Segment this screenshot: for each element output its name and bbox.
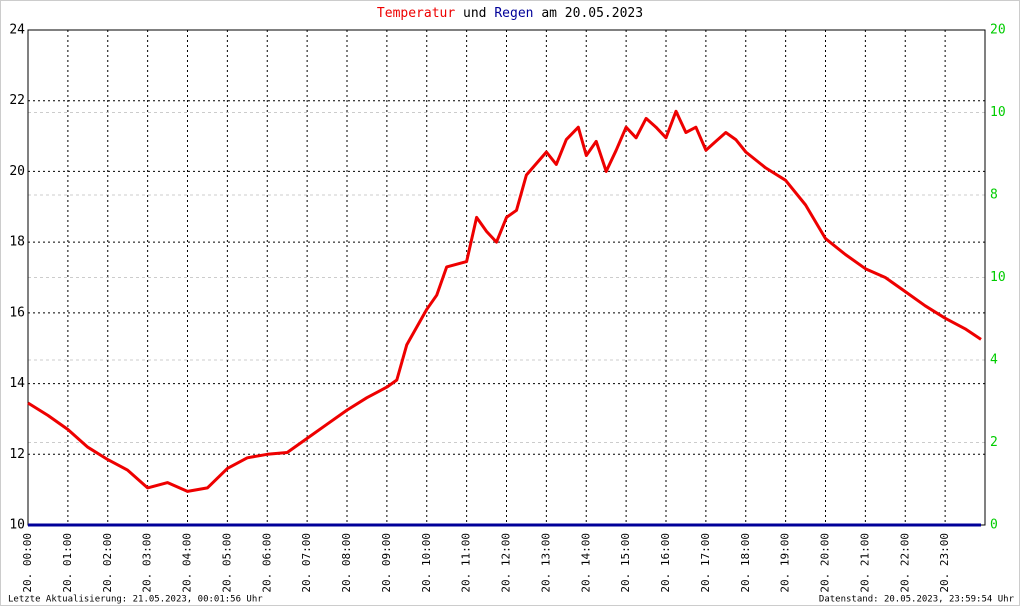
x-tick-label: 20. 07:00 — [300, 533, 313, 593]
x-tick-label: 20. 06:00 — [260, 533, 273, 593]
x-tick-label: 20. 11:00 — [460, 533, 473, 593]
y-tick-label: 22 — [9, 93, 25, 108]
x-tick-label: 20. 23:00 — [938, 533, 951, 593]
x-tick-label: 20. 20:00 — [819, 533, 832, 593]
y-tick-label: 12 — [9, 447, 25, 462]
title-temp: Temperatur — [377, 6, 455, 21]
footer-left: Letzte Aktualisierung: 21.05.2023, 00:01… — [8, 595, 263, 605]
x-tick-label: 20. 08:00 — [340, 533, 353, 593]
y2-tick-label: 4 — [990, 353, 998, 368]
y2-tick-label: 0 — [990, 518, 998, 533]
y2-tick-label: 10 — [990, 270, 1006, 285]
y-tick-label: 16 — [9, 305, 25, 320]
title-date: am 20.05.2023 — [541, 6, 643, 21]
x-tick-label: 20. 13:00 — [539, 533, 552, 593]
title-rain: Regen — [494, 6, 533, 21]
y-tick-label: 10 — [9, 518, 25, 533]
x-tick-label: 20. 22:00 — [898, 533, 911, 593]
x-tick-label: 20. 14:00 — [579, 533, 592, 593]
x-tick-label: 20. 15:00 — [619, 533, 632, 593]
footer-right: Datenstand: 20.05.2023, 23:59:54 Uhr — [819, 595, 1015, 605]
x-tick-label: 20. 12:00 — [500, 533, 513, 593]
x-tick-label: 20. 19:00 — [779, 533, 792, 593]
y2-tick-label: 10 — [990, 105, 1006, 120]
y2-tick-label: 20 — [990, 23, 1006, 38]
x-tick-label: 20. 01:00 — [61, 533, 74, 593]
y2-tick-label: 8 — [990, 188, 998, 203]
x-tick-label: 20. 10:00 — [420, 533, 433, 593]
series-line — [27, 109, 982, 493]
title-and: und — [463, 6, 486, 21]
x-tick-label: 20. 18:00 — [739, 533, 752, 593]
x-tick-label: 20. 17:00 — [699, 533, 712, 593]
y-tick-label: 18 — [9, 235, 25, 250]
x-tick-label: 20. 00:00 — [21, 533, 34, 593]
y-tick-label: 14 — [9, 376, 25, 391]
x-tick-label: 20. 03:00 — [141, 533, 154, 593]
x-tick-label: 20. 04:00 — [181, 533, 194, 593]
chart-title: Temperatur und Regen am 20.05.2023 — [377, 6, 643, 21]
x-tick-label: 20. 16:00 — [659, 533, 672, 593]
y2-tick-label: 2 — [990, 435, 998, 450]
x-tick-label: 20. 02:00 — [101, 533, 114, 593]
x-tick-label: 20. 21:00 — [858, 533, 871, 593]
y-tick-label: 20 — [9, 164, 25, 179]
x-tick-label: 20. 09:00 — [380, 533, 393, 593]
y-tick-label: 24 — [9, 23, 25, 38]
x-tick-label: 20. 05:00 — [220, 533, 233, 593]
